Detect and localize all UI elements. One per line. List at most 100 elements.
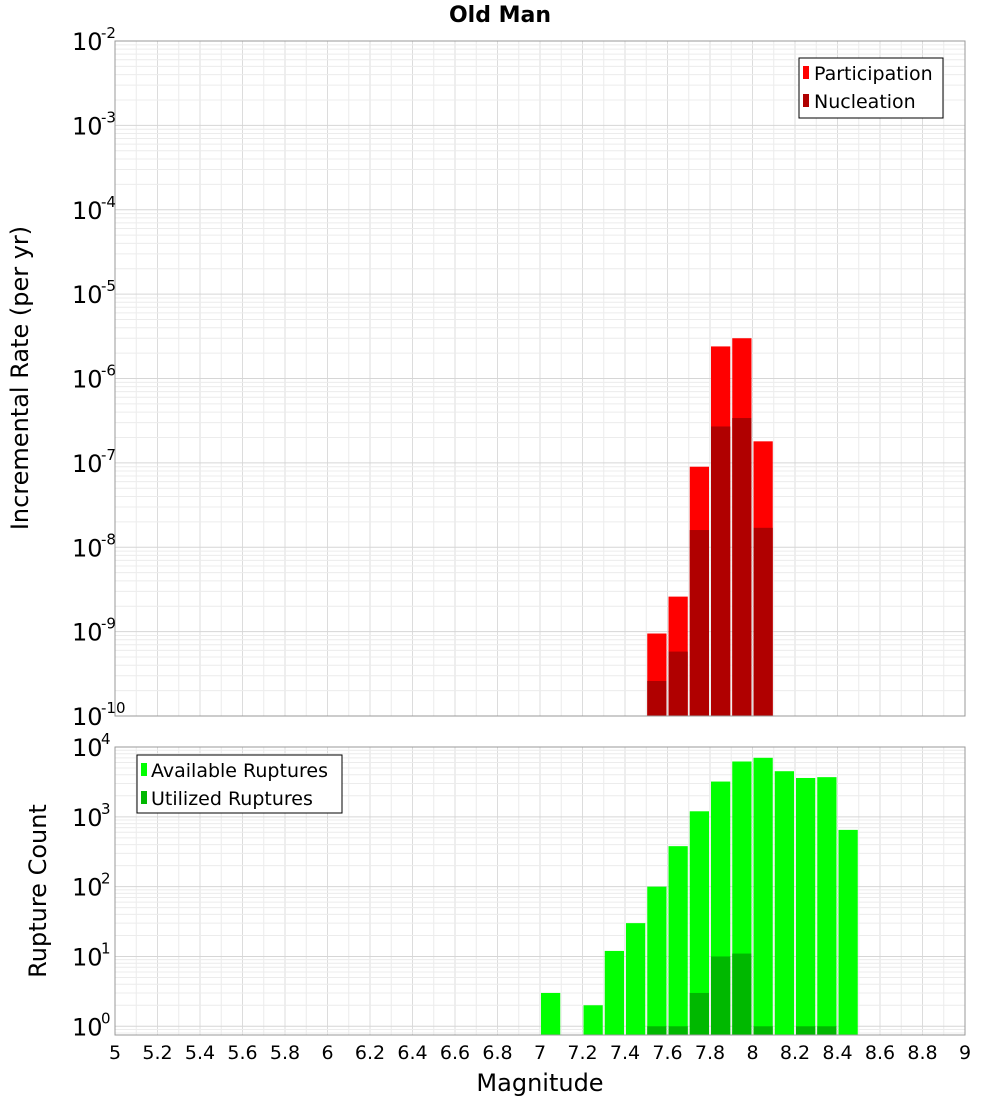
x-tick-label: 9 — [959, 1042, 971, 1064]
x-tick-label: 8.4 — [822, 1042, 852, 1064]
top-plot-gridlines — [114, 40, 966, 717]
bottom-legend: Available Ruptures Utilized Ruptures — [136, 754, 343, 814]
count-bar-utilized-ruptures — [647, 1026, 667, 1035]
x-tick-label: 7.4 — [610, 1042, 640, 1064]
count-bar-available-ruptures — [668, 846, 688, 1035]
y-tick-label: 10 — [72, 1013, 103, 1041]
y-tick-label: 10 — [72, 943, 103, 971]
top-plot-frame — [114, 40, 966, 717]
count-bar-available-ruptures — [796, 777, 816, 1035]
x-tick-label: 5 — [109, 1042, 121, 1064]
y-tick-label-exponent: 3 — [101, 800, 111, 818]
count-bar-available-ruptures — [626, 923, 646, 1035]
bottom-plot-bars — [541, 757, 858, 1035]
x-tick-label: 5.2 — [142, 1042, 172, 1064]
x-tick-label: 8.2 — [780, 1042, 810, 1064]
y-tick-label: 10 — [72, 534, 103, 562]
y-tick-label: 10 — [72, 619, 103, 647]
y-tick-label: 10 — [72, 112, 103, 140]
y-tick-label-exponent: -3 — [101, 108, 116, 126]
bottom-y-axis-label: Rupture Count — [24, 804, 52, 978]
y-tick-label-exponent: 2 — [101, 870, 111, 888]
x-tick-label: 5.4 — [185, 1042, 215, 1064]
y-tick-label: 10 — [72, 281, 103, 309]
count-bar-available-ruptures — [647, 886, 667, 1035]
legend-swatch-nucleation — [803, 94, 809, 107]
y-tick-label: 10 — [72, 450, 103, 478]
top-legend-box — [798, 57, 944, 119]
x-tick-label: 6.6 — [440, 1042, 470, 1064]
count-bar-utilized-ruptures — [711, 956, 731, 1035]
x-tick-label: 6 — [321, 1042, 333, 1064]
rate-bar-nucleation — [689, 530, 709, 716]
y-tick-label-exponent: -6 — [101, 362, 116, 380]
top-y-axis-label: Incremental Rate (per yr) — [6, 226, 34, 530]
x-tick-label: 5.8 — [270, 1042, 300, 1064]
count-bar-available-ruptures — [604, 950, 624, 1035]
y-tick-label-exponent: 1 — [101, 939, 111, 957]
top-legend: Participation Nucleation — [798, 57, 944, 119]
x-axis-label: Magnitude — [476, 1069, 603, 1097]
y-tick-label-exponent: -5 — [101, 277, 116, 295]
y-tick-label: 10 — [72, 804, 103, 832]
y-tick-label-exponent: -7 — [101, 446, 116, 464]
legend-swatch-available-ruptures — [141, 763, 147, 776]
y-tick-label: 10 — [72, 734, 103, 762]
y-tick-label-exponent: 4 — [101, 730, 111, 748]
rate-bar-nucleation — [668, 651, 688, 716]
x-tick-label: 6.4 — [397, 1042, 427, 1064]
bottom-plot-frame — [114, 746, 966, 1036]
y-tick-label: 10 — [72, 703, 103, 731]
y-tick-label-exponent: -4 — [101, 193, 116, 211]
legend-swatch-participation — [803, 66, 809, 79]
y-tick-label-exponent: -2 — [101, 24, 116, 42]
top-plot-bars — [647, 338, 773, 716]
x-tick-label: 8.8 — [907, 1042, 937, 1064]
count-bar-available-ruptures — [689, 811, 709, 1035]
count-bar-utilized-ruptures — [796, 1026, 816, 1035]
count-bar-available-ruptures — [838, 829, 858, 1035]
x-tick-label: 8 — [746, 1042, 758, 1064]
rate-bar-nucleation — [732, 418, 752, 716]
count-bar-available-ruptures — [774, 771, 794, 1035]
x-tick-label: 7.2 — [567, 1042, 597, 1064]
legend-label-utilized-ruptures: Utilized Ruptures — [151, 788, 313, 810]
bottom-plot-gridlines — [114, 746, 966, 1035]
top-y-tick-labels: 10-210-310-410-510-610-710-810-910-10 — [72, 24, 126, 731]
rate-bar-nucleation — [711, 426, 731, 716]
count-bar-utilized-ruptures — [817, 1026, 837, 1035]
x-tick-label: 8.6 — [865, 1042, 895, 1064]
x-tick-label: 5.6 — [227, 1042, 257, 1064]
x-tick-labels: 5 5.2 5.4 5.6 5.8 6 6.2 6.4 6.6 6.8 7 7.2 7.4 7.6 7.8 8… — [109, 1042, 971, 1064]
y-tick-label: 10 — [72, 28, 103, 56]
rate-bar-nucleation — [647, 680, 667, 716]
y-tick-label: 10 — [72, 874, 103, 902]
y-tick-label: 10 — [72, 366, 103, 394]
count-bar-available-ruptures — [541, 992, 561, 1035]
y-tick-label-exponent: 0 — [101, 1009, 111, 1027]
count-bar-utilized-ruptures — [753, 1026, 773, 1035]
y-tick-label-exponent: -9 — [101, 615, 116, 633]
y-tick-label-exponent: -8 — [101, 530, 116, 548]
legend-label-available-ruptures: Available Ruptures — [151, 760, 328, 782]
count-bar-available-ruptures — [817, 777, 837, 1035]
x-tick-label: 7.6 — [652, 1042, 682, 1064]
rate-bar-nucleation — [753, 527, 773, 716]
legend-swatch-utilized-ruptures — [141, 791, 147, 804]
y-tick-label: 10 — [72, 197, 103, 225]
count-bar-available-ruptures — [753, 757, 773, 1035]
bottom-legend-box — [136, 754, 343, 814]
legend-label-nucleation: Nucleation — [814, 91, 916, 113]
x-tick-label: 7 — [534, 1042, 546, 1064]
x-tick-label: 6.8 — [482, 1042, 512, 1064]
count-bar-utilized-ruptures — [668, 1026, 688, 1035]
y-tick-label-exponent: -10 — [101, 699, 126, 717]
count-bar-utilized-ruptures — [689, 992, 709, 1035]
x-tick-label: 7.8 — [695, 1042, 725, 1064]
count-bar-utilized-ruptures — [732, 953, 752, 1035]
chart-title: Old Man — [449, 3, 551, 28]
x-tick-label: 6.2 — [355, 1042, 385, 1064]
count-bar-available-ruptures — [583, 1005, 603, 1035]
